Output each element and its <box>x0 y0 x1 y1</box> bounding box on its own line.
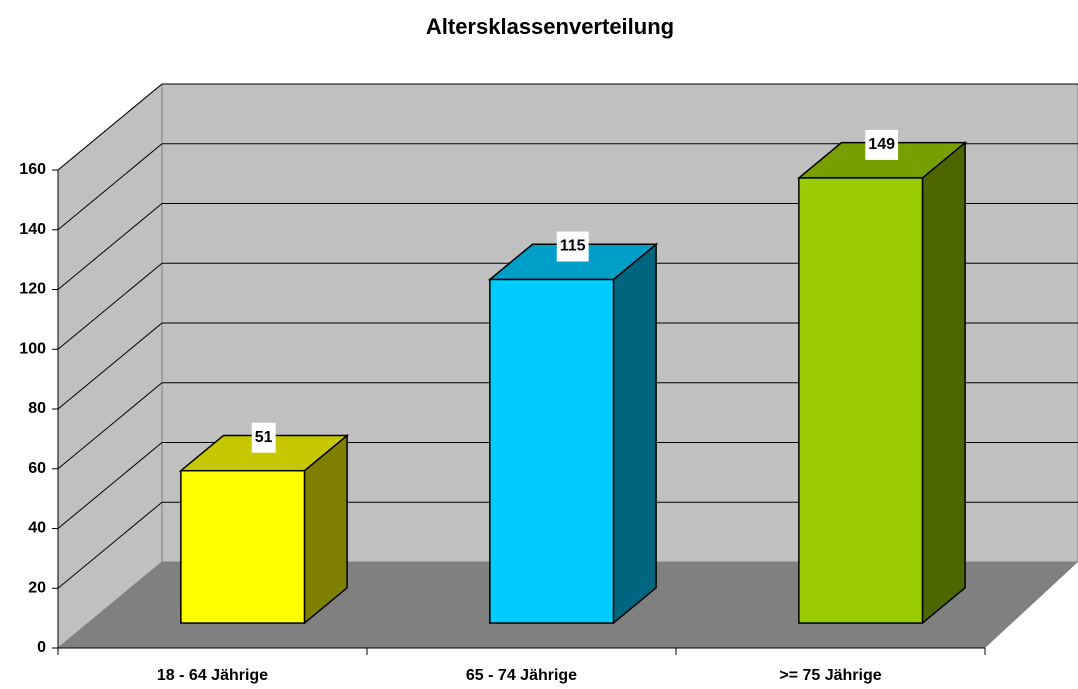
y-tick-label: 0 <box>37 639 46 656</box>
bar-side <box>921 141 966 625</box>
x-tick-label: 18 - 64 Jährige <box>157 667 268 684</box>
grid-line <box>57 382 163 470</box>
bar <box>489 278 615 624</box>
data-label: 115 <box>560 238 586 255</box>
grid-line <box>57 143 163 231</box>
grid-line <box>57 501 163 589</box>
data-label: 149 <box>868 136 895 153</box>
grid-line <box>57 322 163 410</box>
grid-line <box>57 442 163 529</box>
bar <box>798 177 924 624</box>
x-tick-label: >= 75 Jährige <box>779 667 881 684</box>
grid-line <box>57 83 163 171</box>
data-label-box <box>251 422 276 453</box>
bar-side <box>612 242 657 625</box>
y-tick-label: 20 <box>28 579 46 596</box>
y-tick-label: 40 <box>28 520 46 537</box>
y-tick-label: 100 <box>19 340 46 357</box>
y-tick-label: 60 <box>28 460 46 477</box>
grid-line <box>57 203 163 290</box>
bar <box>180 469 306 624</box>
x-tick-label: 65 - 74 Jährige <box>466 667 577 684</box>
grid-line <box>57 262 163 350</box>
y-tick-label: 120 <box>19 281 46 298</box>
data-label-box <box>556 231 589 262</box>
y-tick-label: 160 <box>19 161 46 178</box>
data-label: 51 <box>255 429 273 446</box>
chart-title: Altersklassenverteilung <box>426 14 674 39</box>
y-tick-label: 80 <box>28 400 46 417</box>
data-label-box <box>865 129 899 160</box>
y-tick-label: 140 <box>19 221 46 238</box>
